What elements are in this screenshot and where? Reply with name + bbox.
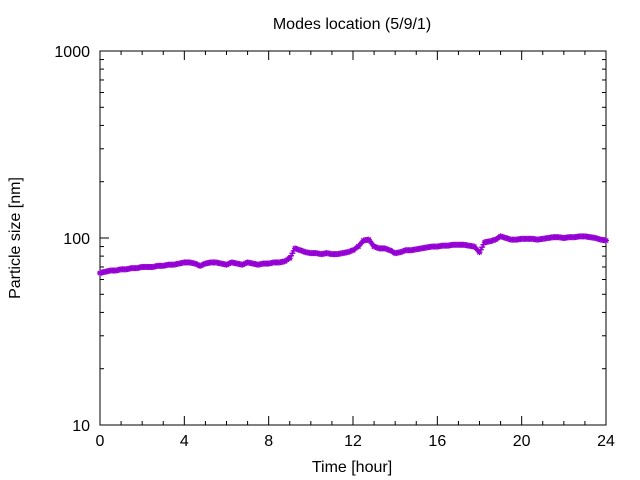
y-tick-label: 1000: [54, 44, 90, 61]
data-points: [97, 233, 609, 276]
x-tick-label: 12: [344, 433, 362, 450]
chart-title: Modes location (5/9/1): [273, 16, 431, 33]
x-axis-label: Time [hour]: [312, 459, 392, 476]
y-tick-label: 10: [72, 418, 90, 435]
data-point: [603, 237, 609, 244]
x-tick-label: 16: [428, 433, 446, 450]
axes: 0 4 8 12 16 20 24 10 100 1000: [54, 44, 615, 450]
x-tick-label: 0: [96, 433, 105, 450]
x-tick-label: 20: [513, 433, 531, 450]
x-tick-label: 24: [597, 433, 615, 450]
y-tick-label: 100: [63, 231, 90, 248]
y-axis-label: Particle size [nm]: [7, 177, 24, 299]
x-tick-label: 8: [264, 433, 273, 450]
x-tick-label: 4: [180, 433, 189, 450]
